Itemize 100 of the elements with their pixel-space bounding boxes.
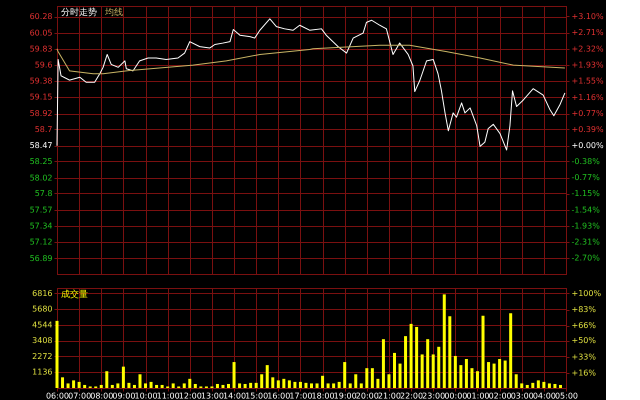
bar bbox=[536, 380, 540, 388]
bar bbox=[382, 339, 385, 388]
x-tick-label: 19:00 bbox=[334, 392, 357, 400]
bar bbox=[504, 360, 507, 388]
x-tick-label: 12:00 bbox=[178, 392, 202, 400]
bar bbox=[553, 384, 556, 388]
y2-tick-label: +83% bbox=[572, 305, 596, 314]
x-tick-label: 13:00 bbox=[200, 392, 224, 400]
y-tick-label: 6816 bbox=[32, 288, 52, 298]
y2-tick-label: -2.31% bbox=[572, 237, 600, 246]
bar bbox=[398, 364, 402, 388]
bar bbox=[78, 382, 81, 388]
y-tick-label: 58.02 bbox=[30, 173, 52, 182]
bar bbox=[410, 324, 413, 388]
y2-tick-label: +0.39% bbox=[572, 124, 604, 134]
x-tick-label: 08:00 bbox=[90, 392, 114, 400]
y-tick-label: 58.25 bbox=[30, 156, 52, 166]
x-tick-label: 18:00 bbox=[312, 392, 335, 400]
y-tick-label: 4544 bbox=[32, 320, 52, 330]
bar bbox=[188, 378, 192, 388]
x-tick-label: 07:00 bbox=[68, 392, 92, 400]
y2-tick-label: +3.10% bbox=[572, 12, 604, 21]
x-tick-label: 20:00 bbox=[356, 392, 379, 400]
y-tick-label: 57.57 bbox=[30, 205, 52, 214]
y-tick-label: 57.8 bbox=[34, 188, 52, 198]
bar bbox=[238, 383, 242, 388]
bar bbox=[150, 382, 153, 388]
bar bbox=[404, 336, 408, 388]
y2-tick-label: -0.38% bbox=[572, 156, 600, 166]
bar bbox=[492, 364, 496, 388]
x-tick-label: 06:00 bbox=[46, 392, 70, 400]
y2-tick-label: -1.54% bbox=[572, 205, 600, 214]
bar bbox=[420, 354, 424, 388]
bar bbox=[138, 374, 142, 388]
y-tick-label: 2272 bbox=[32, 352, 52, 361]
bar bbox=[66, 383, 70, 388]
bar bbox=[326, 383, 330, 388]
bar bbox=[276, 380, 280, 388]
y-tick-label: 60.05 bbox=[30, 28, 52, 38]
y-tick-label: 56.89 bbox=[30, 254, 52, 263]
bar bbox=[437, 346, 440, 388]
bar bbox=[132, 384, 136, 388]
bar bbox=[110, 384, 114, 388]
x-tick-label: 03:00 bbox=[510, 392, 534, 400]
y2-tick-label: +1.93% bbox=[572, 60, 604, 70]
bar bbox=[221, 384, 224, 388]
bar bbox=[127, 382, 130, 388]
bar bbox=[61, 377, 64, 388]
y2-tick-label: +1.16% bbox=[572, 92, 604, 102]
y2-tick-label: +33% bbox=[572, 352, 596, 362]
bar bbox=[316, 383, 319, 388]
bar bbox=[282, 378, 286, 388]
y-tick-label: 3408 bbox=[32, 336, 52, 346]
y-tick-label: 59.83 bbox=[30, 44, 52, 54]
x-tick-label: 22:00 bbox=[400, 392, 424, 400]
bar bbox=[476, 371, 479, 388]
bar bbox=[304, 382, 308, 388]
y2-tick-label: +2.32% bbox=[572, 44, 604, 54]
bar bbox=[321, 376, 324, 388]
bar bbox=[487, 362, 490, 388]
y-tick-label: 60.28 bbox=[30, 12, 52, 22]
text: 均线 bbox=[104, 7, 123, 18]
x-tick-label: 04:00 bbox=[532, 392, 556, 400]
bar bbox=[56, 320, 58, 388]
bar bbox=[531, 382, 534, 388]
bar bbox=[354, 374, 358, 388]
bar bbox=[232, 362, 236, 388]
y-tick-label: 57.12 bbox=[30, 237, 52, 246]
x-tick-label: 09:00 bbox=[112, 392, 136, 400]
bar bbox=[271, 377, 274, 388]
bar bbox=[244, 384, 247, 388]
x-tick-label: 15:00 bbox=[245, 392, 268, 400]
bar bbox=[442, 294, 446, 388]
bar bbox=[520, 383, 524, 388]
bar bbox=[470, 368, 474, 388]
bar bbox=[310, 383, 313, 388]
bar bbox=[254, 382, 258, 388]
bar bbox=[216, 384, 219, 388]
bar bbox=[548, 383, 551, 388]
x-tick-label: 05:00 bbox=[554, 392, 578, 400]
bar bbox=[260, 374, 264, 388]
bar bbox=[370, 368, 374, 388]
bar bbox=[122, 366, 125, 388]
text: 成交量 bbox=[61, 289, 88, 300]
x-tick-label: 10:00 bbox=[134, 392, 158, 400]
bar bbox=[365, 368, 368, 388]
bar bbox=[72, 380, 76, 388]
bar bbox=[392, 352, 396, 388]
y2-tick-label: +66% bbox=[572, 321, 596, 330]
bar bbox=[298, 382, 302, 388]
y2-tick-label: -0.77% bbox=[572, 173, 600, 182]
bar bbox=[464, 359, 468, 388]
y-tick-label: 5680 bbox=[32, 304, 52, 314]
bar bbox=[558, 384, 562, 388]
y2-tick-label: +50% bbox=[572, 336, 596, 346]
text: 分时走势 bbox=[61, 7, 97, 18]
y-tick-label: 59.15 bbox=[30, 92, 52, 102]
bar bbox=[387, 374, 390, 388]
y2-tick-label: -2.70% bbox=[572, 254, 600, 263]
bar bbox=[338, 382, 341, 388]
